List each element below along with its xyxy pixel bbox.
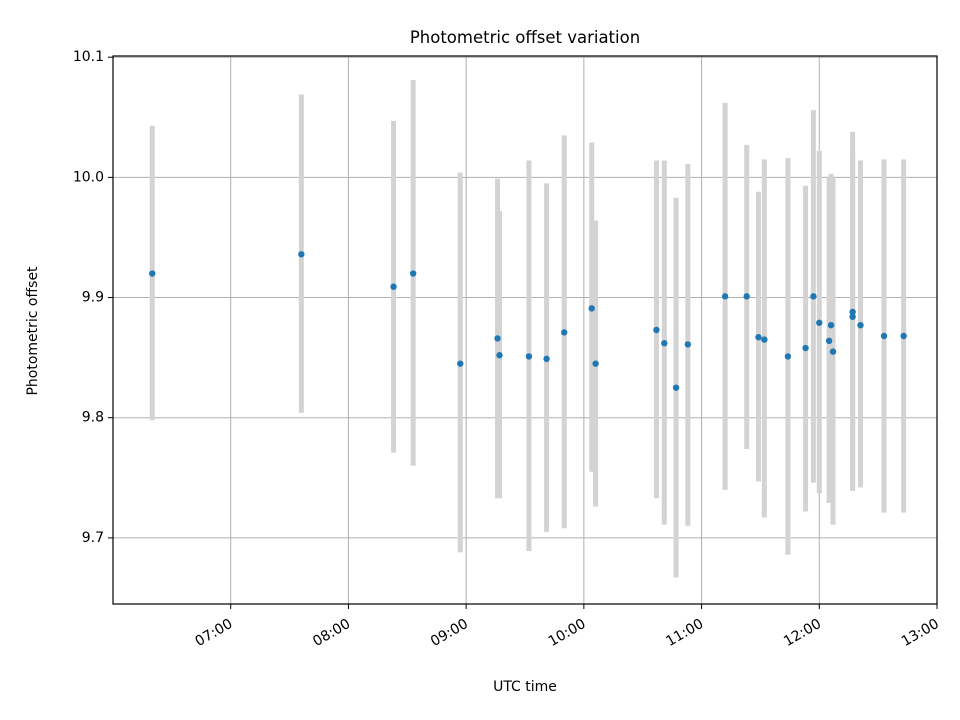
x-axis-label: UTC time [493, 679, 557, 695]
data-point [784, 353, 792, 360]
data-point [816, 319, 823, 326]
data-point [661, 340, 668, 347]
data-point [653, 326, 660, 334]
y-tick-label: 9.7 [82, 530, 104, 546]
y-tick-label: 10.1 [73, 49, 104, 65]
data-point [457, 360, 464, 367]
data-point [849, 313, 856, 320]
data-point [880, 332, 888, 340]
y-tick-label: 9.8 [82, 410, 104, 426]
data-point [592, 360, 599, 367]
data-point [857, 321, 864, 329]
data-point [390, 283, 397, 290]
data-point [494, 335, 501, 342]
data-point [543, 355, 550, 363]
data-point [588, 305, 595, 312]
point-layer [149, 251, 907, 391]
data-point [825, 337, 833, 345]
data-point [409, 270, 417, 277]
chart-title: Photometric offset variation [410, 28, 640, 47]
data-point [810, 293, 817, 300]
data-point [298, 251, 305, 258]
data-point [827, 321, 835, 329]
y-tick-label: 9.9 [82, 290, 104, 306]
data-point [149, 270, 156, 277]
plot-frame [112, 55, 938, 605]
data-point [849, 308, 856, 316]
data-point [900, 332, 907, 340]
data-point [684, 341, 692, 348]
data-point [761, 336, 768, 343]
data-point [496, 352, 503, 359]
y-axis-label: Photometric offset [25, 266, 41, 396]
data-point [802, 344, 809, 352]
data-point [755, 334, 762, 341]
data-point [525, 353, 533, 360]
y-tick-label: 10.0 [73, 169, 104, 185]
data-point [672, 384, 680, 391]
data-point [743, 293, 750, 300]
data-point [721, 293, 729, 300]
data-point [829, 348, 837, 355]
data-point [561, 329, 568, 336]
